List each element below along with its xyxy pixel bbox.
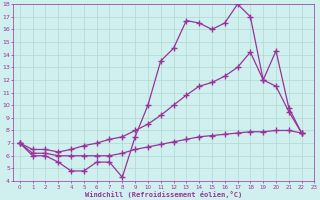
X-axis label: Windchill (Refroidissement éolien,°C): Windchill (Refroidissement éolien,°C) (85, 191, 243, 198)
